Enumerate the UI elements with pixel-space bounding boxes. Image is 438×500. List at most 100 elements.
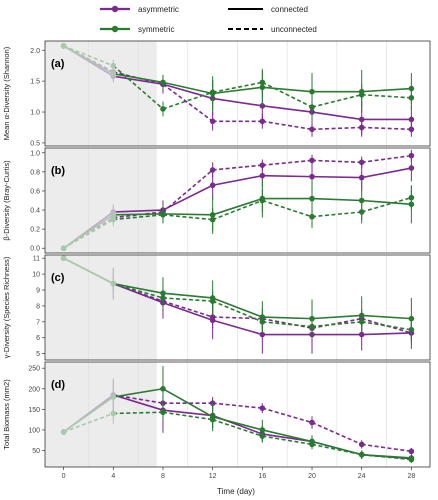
- data-point: [408, 116, 415, 123]
- data-point: [358, 451, 365, 458]
- y-tick-label: 2.0: [30, 48, 40, 55]
- data-point: [110, 280, 117, 287]
- data-point: [60, 429, 67, 435]
- data-point: [160, 295, 166, 301]
- data-point: [309, 419, 315, 426]
- data-point: [309, 126, 315, 133]
- data-point: [60, 255, 67, 261]
- series-line-segment: [262, 435, 313, 446]
- x-tick-label: 16: [258, 473, 266, 480]
- series-line-segment: [212, 174, 263, 187]
- data-point: [408, 165, 415, 171]
- series-line-segment: [113, 213, 163, 216]
- y-tick-label: 1.5: [30, 79, 40, 86]
- series-line-segment: [113, 411, 164, 415]
- series-line-segment: [212, 199, 263, 221]
- series-line-segment: [162, 292, 213, 299]
- series-line-segment: [361, 314, 412, 320]
- y-tick-label: 0.2: [30, 227, 40, 234]
- data-point: [60, 43, 67, 49]
- data-point: [259, 405, 266, 411]
- data-point: [358, 159, 365, 166]
- data-point: [309, 104, 315, 110]
- series-line-segment: [212, 86, 263, 95]
- series-line-segment: [262, 120, 313, 131]
- series-line-segment: [162, 83, 213, 100]
- series-line-segment: [162, 297, 213, 302]
- series-line-segment: [212, 164, 263, 171]
- data-point: [259, 331, 266, 338]
- data-point: [259, 79, 266, 86]
- y-axis-label: β-Diversity (Bray-Curtis): [2, 160, 11, 241]
- series-line-segment: [113, 72, 164, 84]
- series-line-segment: [262, 159, 313, 166]
- data-point: [110, 410, 117, 417]
- data-point: [358, 209, 365, 215]
- data-point: [209, 118, 216, 125]
- series-line-segment: [361, 317, 412, 334]
- data-point: [160, 79, 166, 86]
- data-point: [358, 319, 365, 325]
- series-line-segment: [262, 174, 313, 178]
- data-point: [160, 106, 166, 112]
- series-symmetric-unconnected: [60, 255, 415, 340]
- series-line-segment: [113, 209, 164, 213]
- legend-asymmetric-marker: [111, 5, 119, 13]
- y-tick-label: 9: [36, 288, 40, 295]
- shaded-region: [45, 148, 157, 253]
- data-point: [408, 456, 415, 463]
- legend-symmetric-marker: [111, 25, 119, 33]
- data-point: [408, 95, 415, 101]
- panel-border: [44, 254, 431, 361]
- y-tick-label: 6: [36, 335, 40, 342]
- data-point: [358, 174, 365, 181]
- series-line-segment: [63, 45, 114, 75]
- series-line-segment: [361, 87, 412, 93]
- x-tick-label: 12: [209, 473, 217, 480]
- data-point: [408, 194, 415, 201]
- series-line-segment: [361, 154, 412, 164]
- series-line-segment: [63, 412, 114, 433]
- series-line-segment: [311, 93, 362, 108]
- series-line-segment: [311, 421, 363, 446]
- series-line-segment: [262, 86, 313, 93]
- y-tick-label: 0.6: [30, 188, 40, 195]
- data-point: [408, 126, 415, 133]
- data-point: [209, 216, 216, 223]
- series-line-segment: [212, 418, 263, 437]
- series-line-segment: [162, 300, 213, 318]
- series-line-segment: [162, 409, 213, 417]
- data-point: [358, 116, 365, 123]
- data-point: [209, 89, 216, 96]
- data-point: [259, 118, 266, 125]
- series-line-segment: [162, 214, 213, 221]
- series-line-segment: [361, 443, 412, 453]
- series-line-segment: [311, 197, 362, 202]
- data-point: [209, 182, 216, 189]
- data-point: [358, 124, 365, 131]
- series-line-segment: [63, 45, 114, 67]
- series-line-segment: [63, 396, 114, 433]
- panel-4: 50 100 150 200 250 (d) Total Biomass (mm2) 0 4 8 1…: [2, 361, 431, 480]
- data-point: [60, 245, 67, 252]
- data-point: [259, 319, 266, 325]
- panel-3: 5 6 7 8 9 10 11 (c) γ-Diversity (Species Richnes…: [2, 254, 431, 361]
- series-line-segment: [311, 159, 362, 164]
- series-line-segment: [361, 126, 412, 131]
- series-line-segment: [112, 65, 164, 110]
- series-line-segment: [63, 257, 114, 285]
- data-point: [259, 172, 266, 179]
- x-tick-label: 0: [62, 473, 66, 480]
- series-line-segment: [262, 316, 313, 320]
- data-point: [110, 394, 117, 400]
- x-tick-label: 24: [358, 473, 366, 480]
- y-tick-label: 8: [36, 303, 40, 310]
- series-line-segment: [262, 321, 313, 328]
- x-tick-label: 28: [407, 473, 415, 480]
- y-tick-label: 250: [28, 366, 40, 373]
- series-line-segment: [311, 314, 362, 320]
- legend-connected-label: connected: [271, 5, 308, 14]
- y-axis-label: Total Biomass (mm2): [2, 379, 11, 450]
- series-line-segment: [311, 321, 362, 328]
- panel-label: (a): [51, 58, 65, 70]
